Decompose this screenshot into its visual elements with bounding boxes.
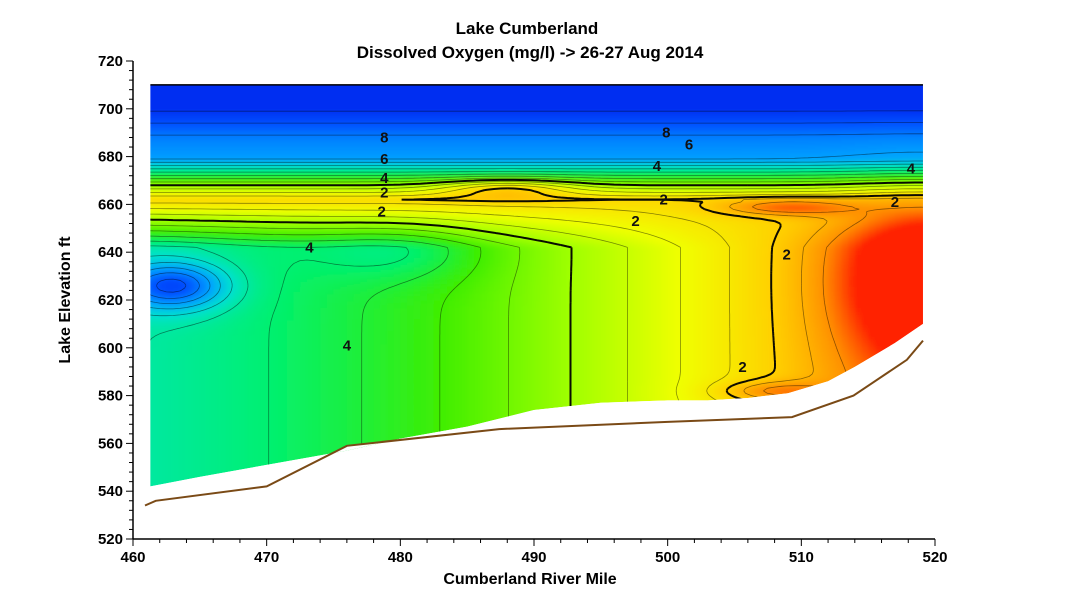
y-tick-label: 680: [98, 149, 123, 166]
contour-label: 2: [782, 247, 790, 264]
chart-subtitle: Dissolved Oxygen (mg/l) -> 26-27 Aug 201…: [357, 43, 704, 62]
dissolved-oxygen-field: [150, 84, 923, 487]
chart-title: Lake Cumberland: [456, 19, 599, 38]
contour-label: 6: [380, 151, 388, 168]
x-tick-label: 490: [521, 549, 546, 566]
y-axis-label: Lake Elevation ft: [57, 236, 74, 364]
y-tick-label: 720: [98, 53, 123, 70]
x-tick-label: 480: [388, 549, 413, 566]
contour-label: 6: [685, 137, 693, 154]
y-tick-label: 600: [98, 340, 123, 357]
x-tick-label: 460: [120, 549, 145, 566]
contour-line-8: [150, 151, 923, 304]
contour-line-6: [150, 169, 923, 487]
contour-line-7: [150, 163, 923, 317]
contour-line-7.5: [150, 160, 923, 310]
contour-label: 2: [377, 204, 385, 221]
contour-label: 2: [738, 359, 746, 376]
y-tick-label: 640: [98, 244, 123, 261]
y-tick-label: 520: [98, 531, 123, 548]
x-axis-label: Cumberland River Mile: [443, 571, 616, 588]
x-tick-label: 500: [655, 549, 680, 566]
contour-label: 2: [891, 194, 899, 211]
contour-label: 4: [305, 239, 314, 256]
lake-bottom-profile: [144, 84, 924, 507]
contour-label: 8: [662, 125, 670, 142]
y-tick-label: 700: [98, 101, 123, 118]
contour-label: 2: [380, 184, 388, 201]
contour-label: 4: [380, 170, 389, 187]
contour-label: 8: [380, 129, 388, 146]
contour-label: 4: [653, 158, 662, 175]
contour-label: 4: [907, 161, 916, 178]
y-tick-label: 660: [98, 196, 123, 213]
contour-line-8.5: [150, 133, 923, 299]
contour-label: 2: [659, 192, 667, 209]
y-tick-label: 560: [98, 435, 123, 452]
contour-label: 2: [631, 213, 639, 230]
contour-label: 4: [343, 337, 352, 354]
y-tick-label: 540: [98, 483, 123, 500]
y-tick-label: 580: [98, 388, 123, 405]
x-tick-label: 520: [922, 549, 947, 566]
contour-line-5.5: [150, 173, 923, 487]
axes: 520 540 560 580 600 620 640 660 680 700 720 460 470 4…: [98, 53, 948, 566]
contour-line-6.5: [150, 166, 923, 487]
unsampled-area: [145, 323, 923, 506]
contour-line-9: [150, 122, 923, 293]
x-tick-label: 470: [254, 549, 279, 566]
bottom-profile-line: [144, 339, 924, 507]
x-tick-label: 510: [789, 549, 814, 566]
y-tick-label: 620: [98, 292, 123, 309]
